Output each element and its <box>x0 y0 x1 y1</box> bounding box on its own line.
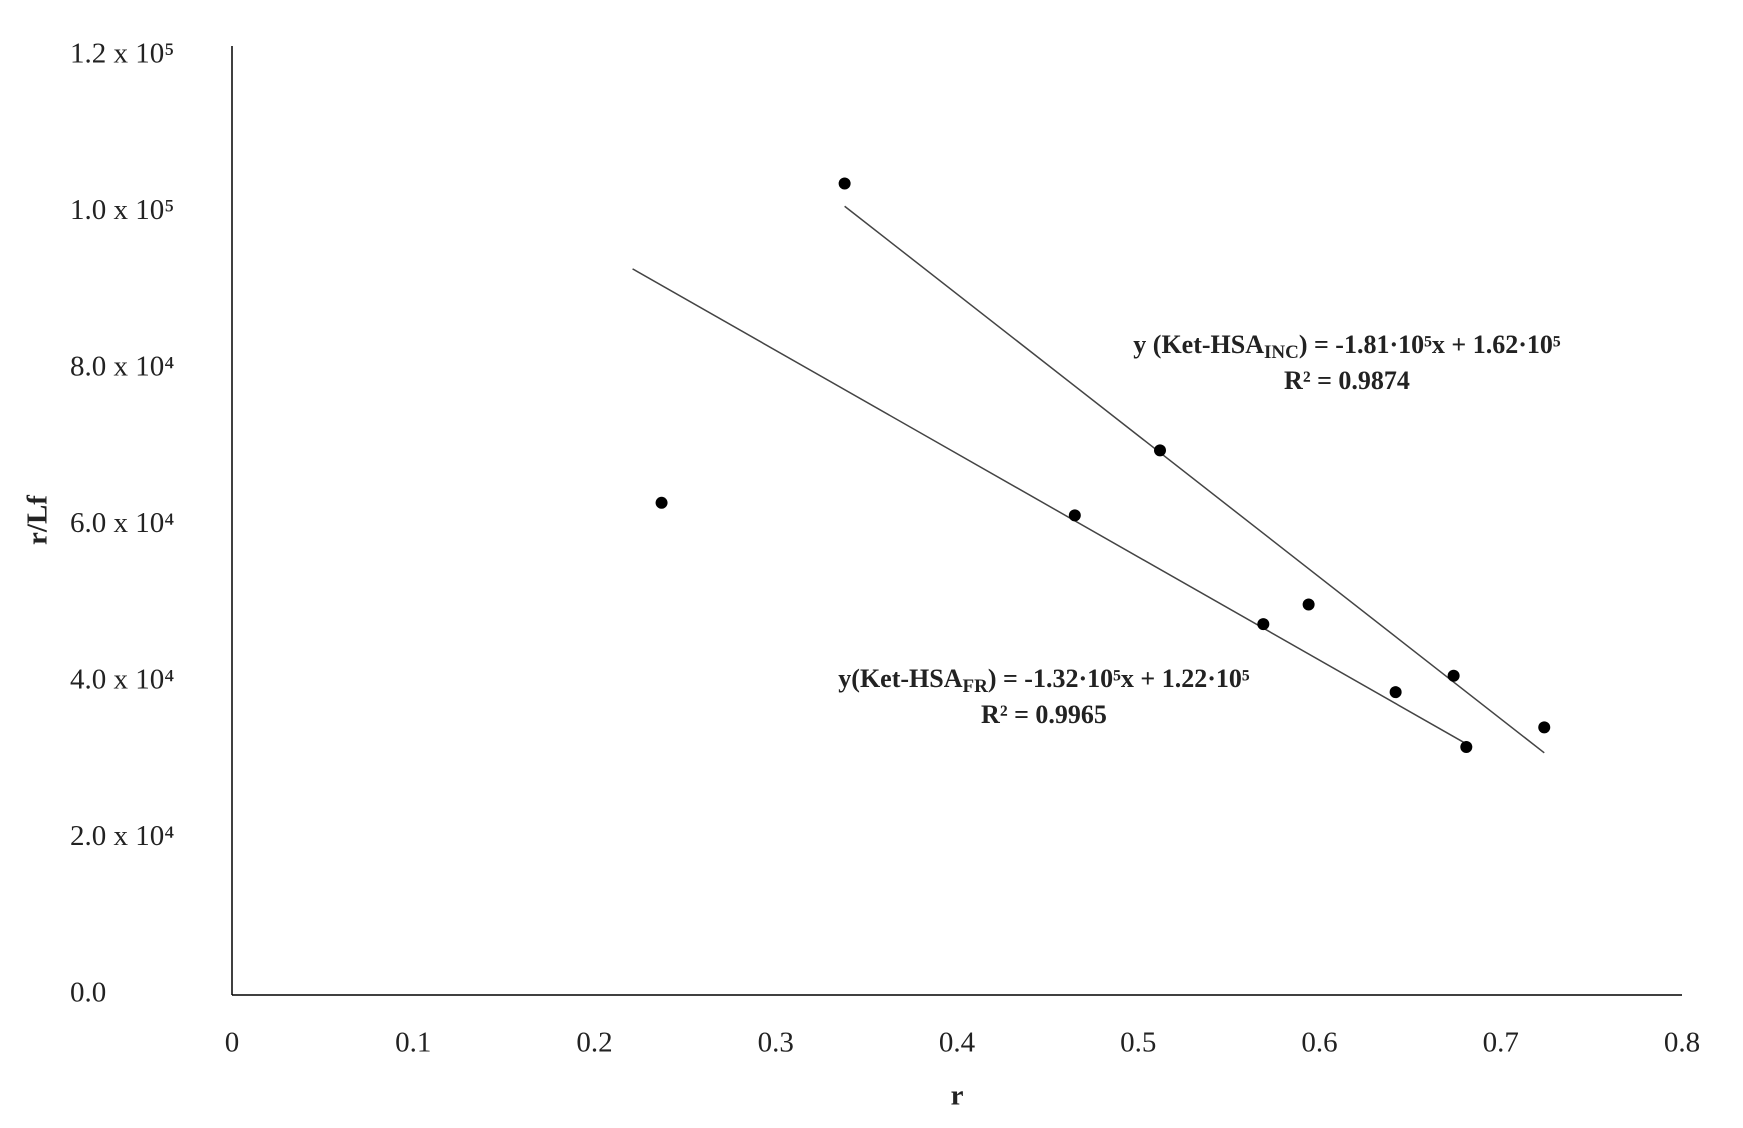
point <box>838 177 851 190</box>
y-tick-label: 1.2 x 10⁵ <box>70 38 174 70</box>
equation-lhs: y (Ket-HSA <box>1133 330 1264 359</box>
point <box>655 496 668 509</box>
y-tick-label: 6.0 x 10⁴ <box>70 507 174 539</box>
trendline <box>632 268 1467 745</box>
equation-subscript: INC <box>1264 342 1299 363</box>
x-tick-label: 0.6 <box>1301 1027 1337 1059</box>
point <box>1302 598 1315 611</box>
y-tick-label: 4.0 x 10⁴ <box>70 664 174 696</box>
point <box>1068 509 1081 522</box>
equation-rhs: ) = -1.32·10⁵x + 1.22·10⁵ <box>988 664 1250 693</box>
point <box>1154 444 1166 457</box>
x-tick-label: 0.2 <box>576 1027 612 1059</box>
x-tick-label: 0.5 <box>1120 1027 1156 1059</box>
equation-lhs: y(Ket-HSA <box>838 664 962 693</box>
equation-subscript: FR <box>962 676 988 697</box>
point <box>1538 721 1551 734</box>
x-tick-label: 0.1 <box>395 1027 431 1059</box>
y-tick-label: 2.0 x 10⁴ <box>70 820 174 852</box>
trendline-equation: y (Ket-HSAINC) = -1.81·10⁵x + 1.62·10⁵ <box>1133 330 1561 363</box>
trendline <box>844 205 1545 754</box>
y-tick-label: 0.0 <box>70 977 106 1009</box>
x-axis-title: r <box>951 1080 964 1112</box>
x-tick-label: 0.4 <box>939 1027 976 1059</box>
x-tick-label: 0.3 <box>758 1027 794 1059</box>
trendline-equation: y(Ket-HSAFR) = -1.32·10⁵x + 1.22·10⁵ <box>838 664 1250 697</box>
point <box>1257 618 1270 631</box>
r-squared: R² = 0.9965 <box>981 700 1107 729</box>
y-tick-label: 1.0 x 10⁵ <box>70 194 174 226</box>
y-tick-label: 8.0 x 10⁴ <box>70 351 174 383</box>
x-tick-label: 0.8 <box>1664 1027 1700 1059</box>
x-tick-label: 0 <box>225 1027 240 1059</box>
point <box>1447 669 1460 682</box>
equation-rhs: ) = -1.81·10⁵x + 1.62·10⁵ <box>1299 330 1561 359</box>
y-axis-title: r/Lf <box>22 495 54 545</box>
point <box>1389 686 1402 699</box>
x-tick-label: 0.7 <box>1483 1027 1519 1059</box>
point <box>1460 740 1473 753</box>
r-squared: R² = 0.9874 <box>1284 366 1410 395</box>
